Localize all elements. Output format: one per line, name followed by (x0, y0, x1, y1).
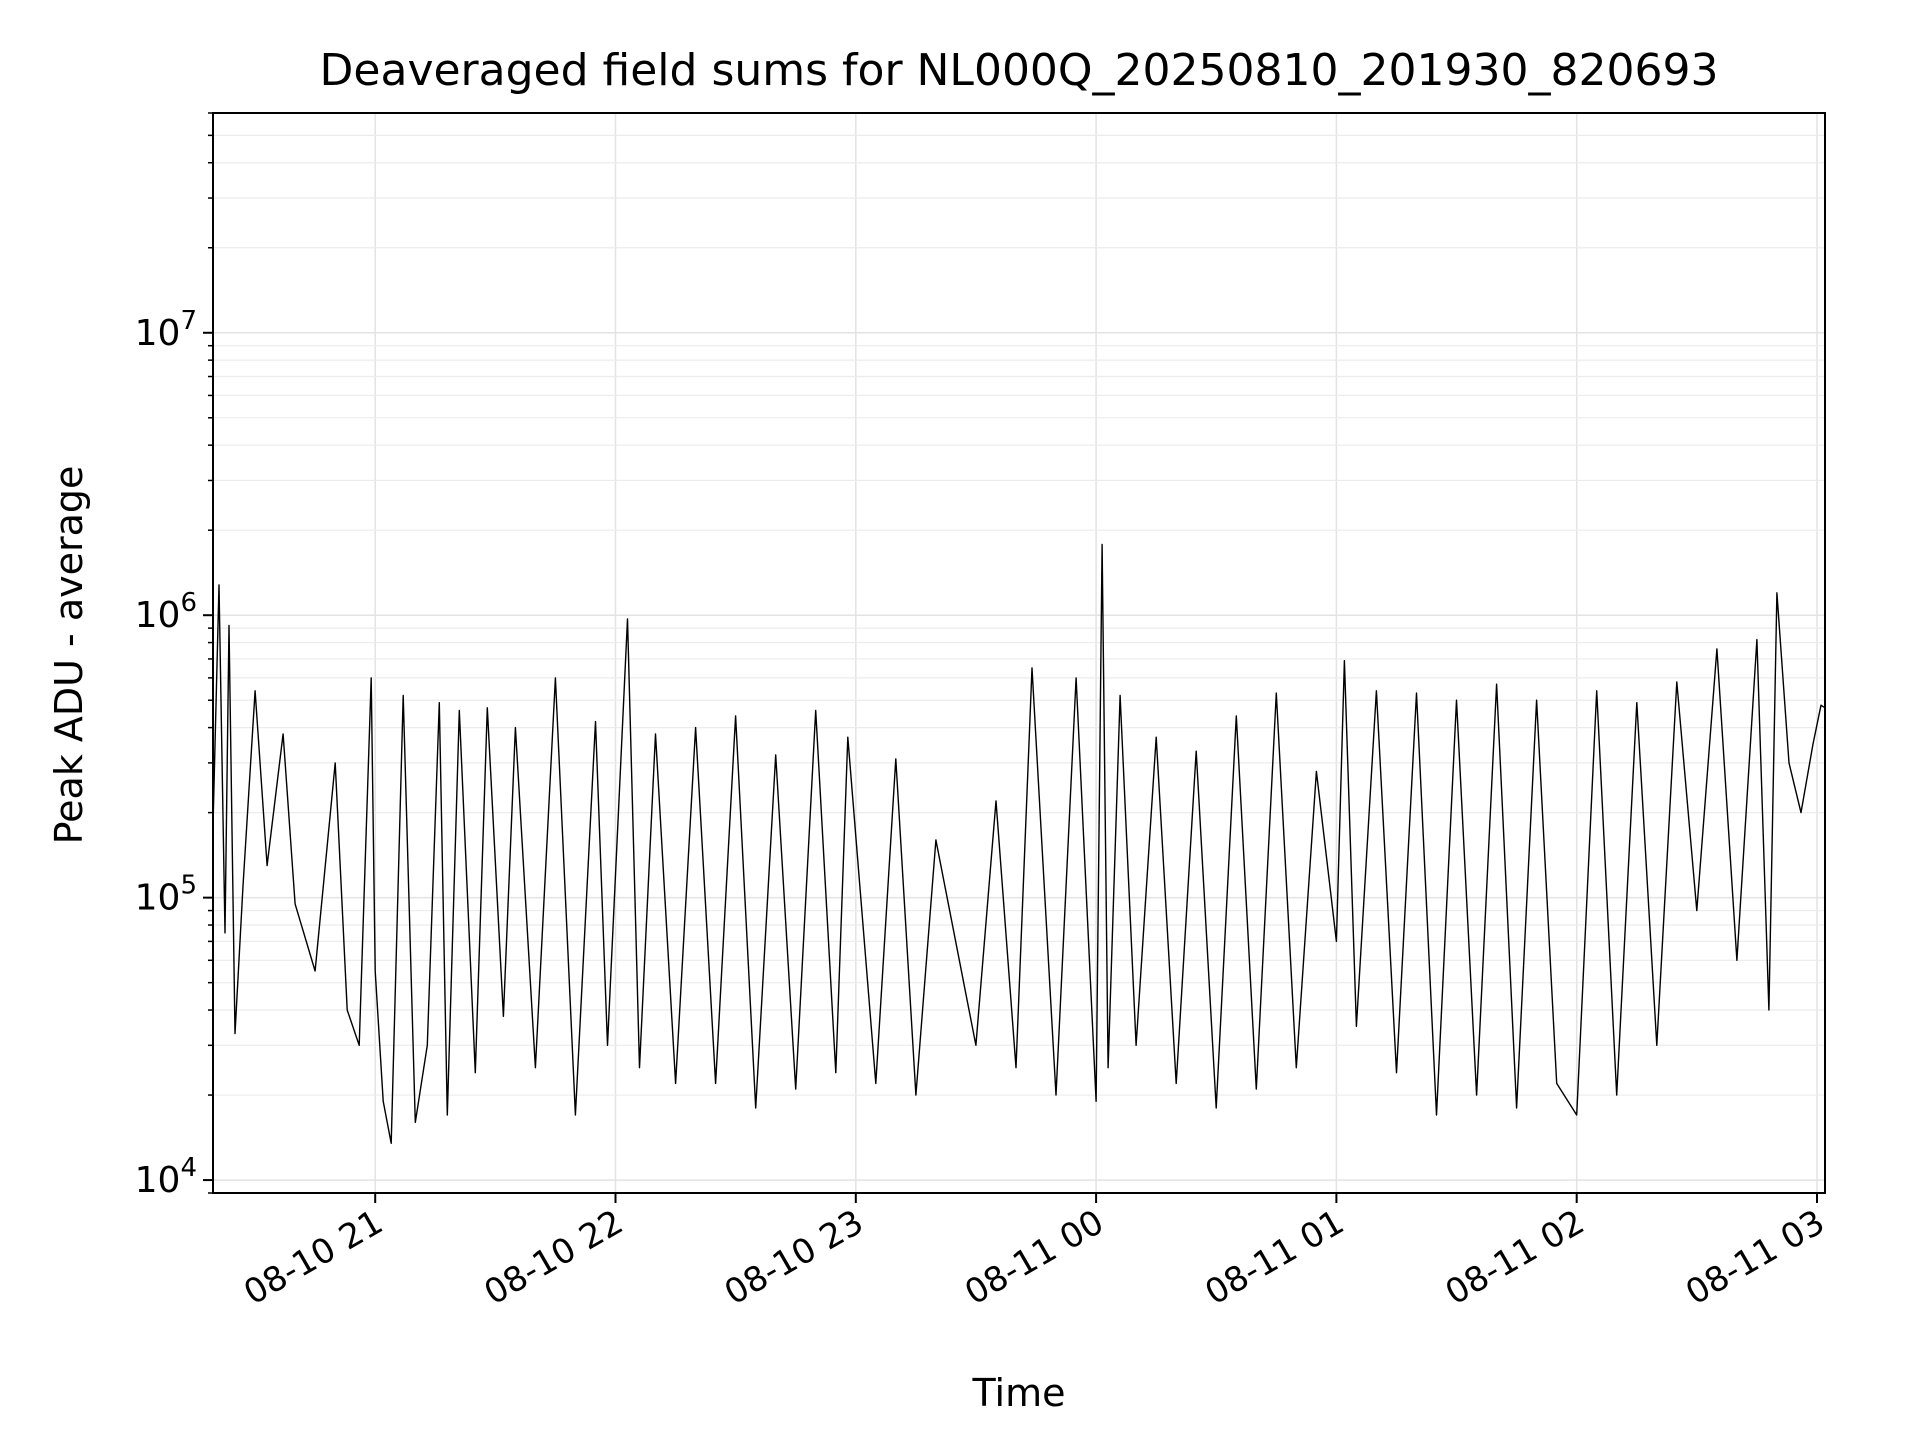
y-tick-label: 105 (135, 871, 197, 919)
chart-title: Deaveraged field sums for NL000Q_2025081… (320, 45, 1719, 96)
x-tick-label: 08-11 03 (1679, 1202, 1831, 1313)
x-axis-label: Time (972, 1371, 1066, 1415)
x-tick-label: 08-11 02 (1439, 1202, 1591, 1313)
series-line (212, 543, 1826, 1144)
x-tick-label: 08-11 00 (958, 1202, 1110, 1313)
x-tick-label: 08-11 01 (1199, 1202, 1351, 1313)
y-axis-label: Peak ADU - average (47, 466, 91, 845)
grid-lines (213, 112, 1825, 1194)
y-axis-ticks: 104 105 106 107 (135, 112, 213, 1201)
y-tick-label: 106 (135, 588, 197, 636)
x-tick-label: 08-10 23 (718, 1202, 870, 1313)
plot-frame (212, 112, 1826, 1194)
x-tick-label: 08-10 21 (237, 1202, 389, 1313)
x-axis-ticks: 08-10 21 08-10 22 08-10 23 08-11 00 08-11 01… (237, 1193, 1831, 1313)
x-tick-label: 08-10 22 (478, 1202, 630, 1313)
y-tick-label: 104 (135, 1153, 197, 1201)
y-tick-label: 107 (135, 306, 197, 354)
